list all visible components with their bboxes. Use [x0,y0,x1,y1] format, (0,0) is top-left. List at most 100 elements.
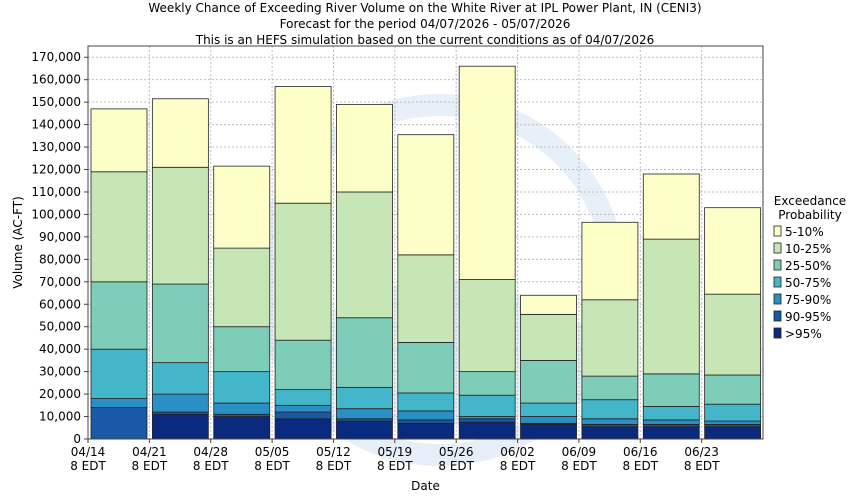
bar-segment-25-50- [397,342,455,394]
y-tick-label: 40,000 [39,342,81,356]
bar-segment-25-50- [520,359,577,404]
bar-segment-50-75- [274,389,332,406]
y-tick-label: 70,000 [39,275,81,289]
bar-segment-50-75- [642,406,700,421]
x-tick-label-date: 06/23 [684,445,719,459]
bar-segment-5-10- [274,86,332,204]
y-tick-label: 30,000 [39,365,81,379]
bar-stack-9 [581,221,639,440]
bar-segment-25-50- [642,373,700,407]
x-tick-label-time: 8 EDT [254,459,290,473]
bar-segment--95- [704,426,762,440]
bar-segment-90-95- [458,418,516,423]
x-axis-title: Date [411,479,440,493]
legend-swatch [773,259,782,271]
bar-segment-5-10- [704,207,762,295]
bar-segment-5-10- [90,108,148,173]
bar-segment-25-50- [581,375,639,401]
bar-segment-5-10- [151,98,209,168]
bar-stack-10 [642,173,700,440]
bar-segment-50-75- [213,371,271,404]
bar-stack-2 [151,98,209,440]
y-tick-label: 160,000 [31,73,81,87]
bar-segment--95- [581,426,639,440]
bar-segment--95- [336,420,393,440]
bar-segment-50-75- [151,362,209,395]
x-tick-label-time: 8 EDT [500,459,536,473]
bar-segment-75-90- [397,410,455,421]
legend-title-line-2: Probability [778,208,841,222]
axes-layer: 0 10,000 20,000 30,000 40,000 50,000 60,000 70,… [11,45,764,493]
x-tick-label-date: 05/05 [255,445,290,459]
bar-segment--95- [274,418,332,440]
legend-swatch [773,310,782,322]
bar-segment-25-50- [704,374,762,405]
bar-segment-5-10- [458,65,516,280]
legend-entry-label: >95% [785,327,822,341]
legend-entry-label: 10-25% [785,242,831,256]
bar-segment-50-75- [581,399,639,420]
bar-segment--95- [213,416,271,440]
bar-segment-25-50- [90,281,148,350]
x-tick-label-time: 8 EDT [193,459,229,473]
bar-segment-50-75- [458,394,516,417]
bar-stack-4 [274,86,332,440]
y-tick-label: 130,000 [31,140,81,154]
y-tick-label: 140,000 [31,118,81,132]
y-tick-label: 110,000 [31,185,81,199]
y-tick-label: 60,000 [39,297,81,311]
x-tick-label-time: 8 EDT [561,459,597,473]
y-tick-label: 100,000 [31,207,81,221]
bar-segment--95- [397,422,455,440]
y-tick-label: 170,000 [31,50,81,64]
x-tick-label-date: 04/28 [193,445,228,459]
bar-segment-10-25- [642,238,700,375]
bar-segment-10-25- [274,202,332,341]
bar-segment-75-90- [336,408,393,420]
bar-segment-10-25- [90,171,148,283]
bar-segment-90-95- [274,411,332,420]
plot-frame [87,45,764,440]
bar-segment-50-75- [90,348,148,399]
x-tick-label-time: 8 EDT [132,459,168,473]
x-tick-label-time: 8 EDT [622,459,658,473]
bar-segment-10-25- [704,293,762,376]
x-tick-label-date: 04/14 [71,445,106,459]
bar-segment-5-10- [397,134,455,256]
x-tick-label-date: 06/02 [500,445,535,459]
bar-segment-75-90- [274,404,332,413]
x-tick-label-date: 06/16 [623,445,658,459]
bar-segment-75-90- [704,420,762,425]
bar-segment-10-25- [397,254,455,343]
bar-segment-90-95- [90,407,148,440]
bar-segment-25-50- [458,371,516,396]
legend-swatch [773,276,782,288]
bar-segment-75-90- [90,398,148,408]
legend-entry-label: 50-75% [785,276,831,290]
legend-entry-label: 75-90% [785,293,831,307]
chart-title-line-2: Forecast for the period 04/07/2026 - 05/… [280,17,571,31]
bar-segment-10-25- [520,313,577,361]
bar-stack-11 [704,207,762,440]
y-tick-label: 20,000 [39,387,81,401]
x-tick-label-date: 05/12 [316,445,351,459]
x-tick-label-time: 8 EDT [316,459,352,473]
x-tick-label-time: 8 EDT [377,459,413,473]
y-tick-label: 0 [73,432,81,446]
bar-segment-25-50- [336,317,393,388]
bar-stack-6 [397,134,455,440]
y-tick-label: 50,000 [39,320,81,334]
bar-segment-75-90- [581,418,639,425]
bar-segment-25-50- [151,283,209,364]
bar-segment-10-25- [336,191,393,319]
bar-segment-10-25- [151,166,209,285]
bar-segment-75-90- [213,402,271,415]
x-tick-label-date: 06/09 [562,445,597,459]
bar-segment-50-75- [336,386,393,410]
bar-segment-75-90- [642,419,700,425]
bar-segment--95- [151,413,209,440]
bar-segment-50-75- [397,392,455,412]
